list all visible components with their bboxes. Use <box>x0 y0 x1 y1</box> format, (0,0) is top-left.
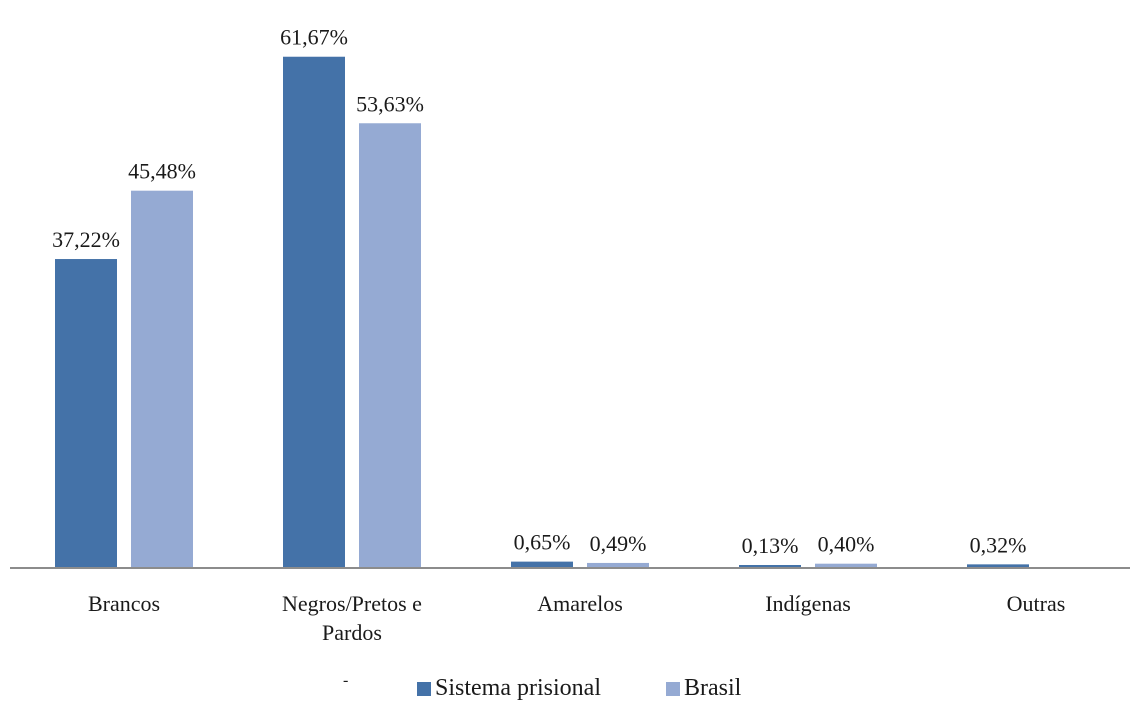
value-labels-group: 37,22% 45,48% 61,67% 53,63% 0,65% 0,49% 0,13% 0… <box>52 25 1026 558</box>
value-label-sistema-prisional-1: 61,67% <box>280 25 348 50</box>
bar-chart: 37,22% 45,48% 61,67% 53,63% 0,65% 0,49% 0,13% 0… <box>10 25 1130 645</box>
value-label-sistema-prisional-2: 0,65% <box>514 530 571 555</box>
legend: Sistema prisional Brasil <box>0 671 1137 703</box>
legend-swatch-brasil <box>666 681 680 696</box>
value-label-sistema-prisional-3: 0,13% <box>742 533 799 558</box>
stray-mark: - <box>343 672 349 689</box>
category-label-0: Brancos <box>88 591 160 616</box>
bar-brasil-3 <box>815 563 877 567</box>
bar-brasil-0 <box>131 190 193 567</box>
bar-sistema-prisional-4 <box>967 564 1029 567</box>
legend-item-brasil: Brasil <box>666 675 741 702</box>
bar-sistema-prisional-3 <box>739 565 801 567</box>
value-label-brasil-0: 45,48% <box>128 159 196 184</box>
value-label-sistema-prisional-0: 37,22% <box>52 227 120 252</box>
category-label-3: Indígenas <box>765 591 851 616</box>
bar-sistema-prisional-0 <box>55 259 117 567</box>
category-label-1: Negros/Pretos e Pardos <box>282 591 422 645</box>
category-label-4: Outras <box>1007 591 1066 616</box>
category-label-2: Amarelos <box>537 591 623 616</box>
bar-brasil-1 <box>359 123 421 567</box>
legend-label-brasil: Brasil <box>684 675 742 701</box>
legend-label-sistema-prisional: Sistema prisional <box>435 675 601 701</box>
category-labels-group: Brancos Negros/Pretos e Pardos Amarelos Indí… <box>88 591 1065 645</box>
value-label-sistema-prisional-4: 0,32% <box>970 532 1027 557</box>
bars-group <box>55 56 1029 568</box>
bar-sistema-prisional-2 <box>511 561 573 567</box>
legend-item-sistema-prisional: Sistema prisional <box>417 675 601 702</box>
bar-brasil-2 <box>587 562 649 567</box>
legend-swatch-sistema-prisional <box>417 681 431 696</box>
value-label-brasil-1: 53,63% <box>356 91 424 116</box>
value-label-brasil-2: 0,49% <box>590 531 647 556</box>
bar-sistema-prisional-1 <box>283 56 345 568</box>
value-label-brasil-3: 0,40% <box>818 532 875 557</box>
